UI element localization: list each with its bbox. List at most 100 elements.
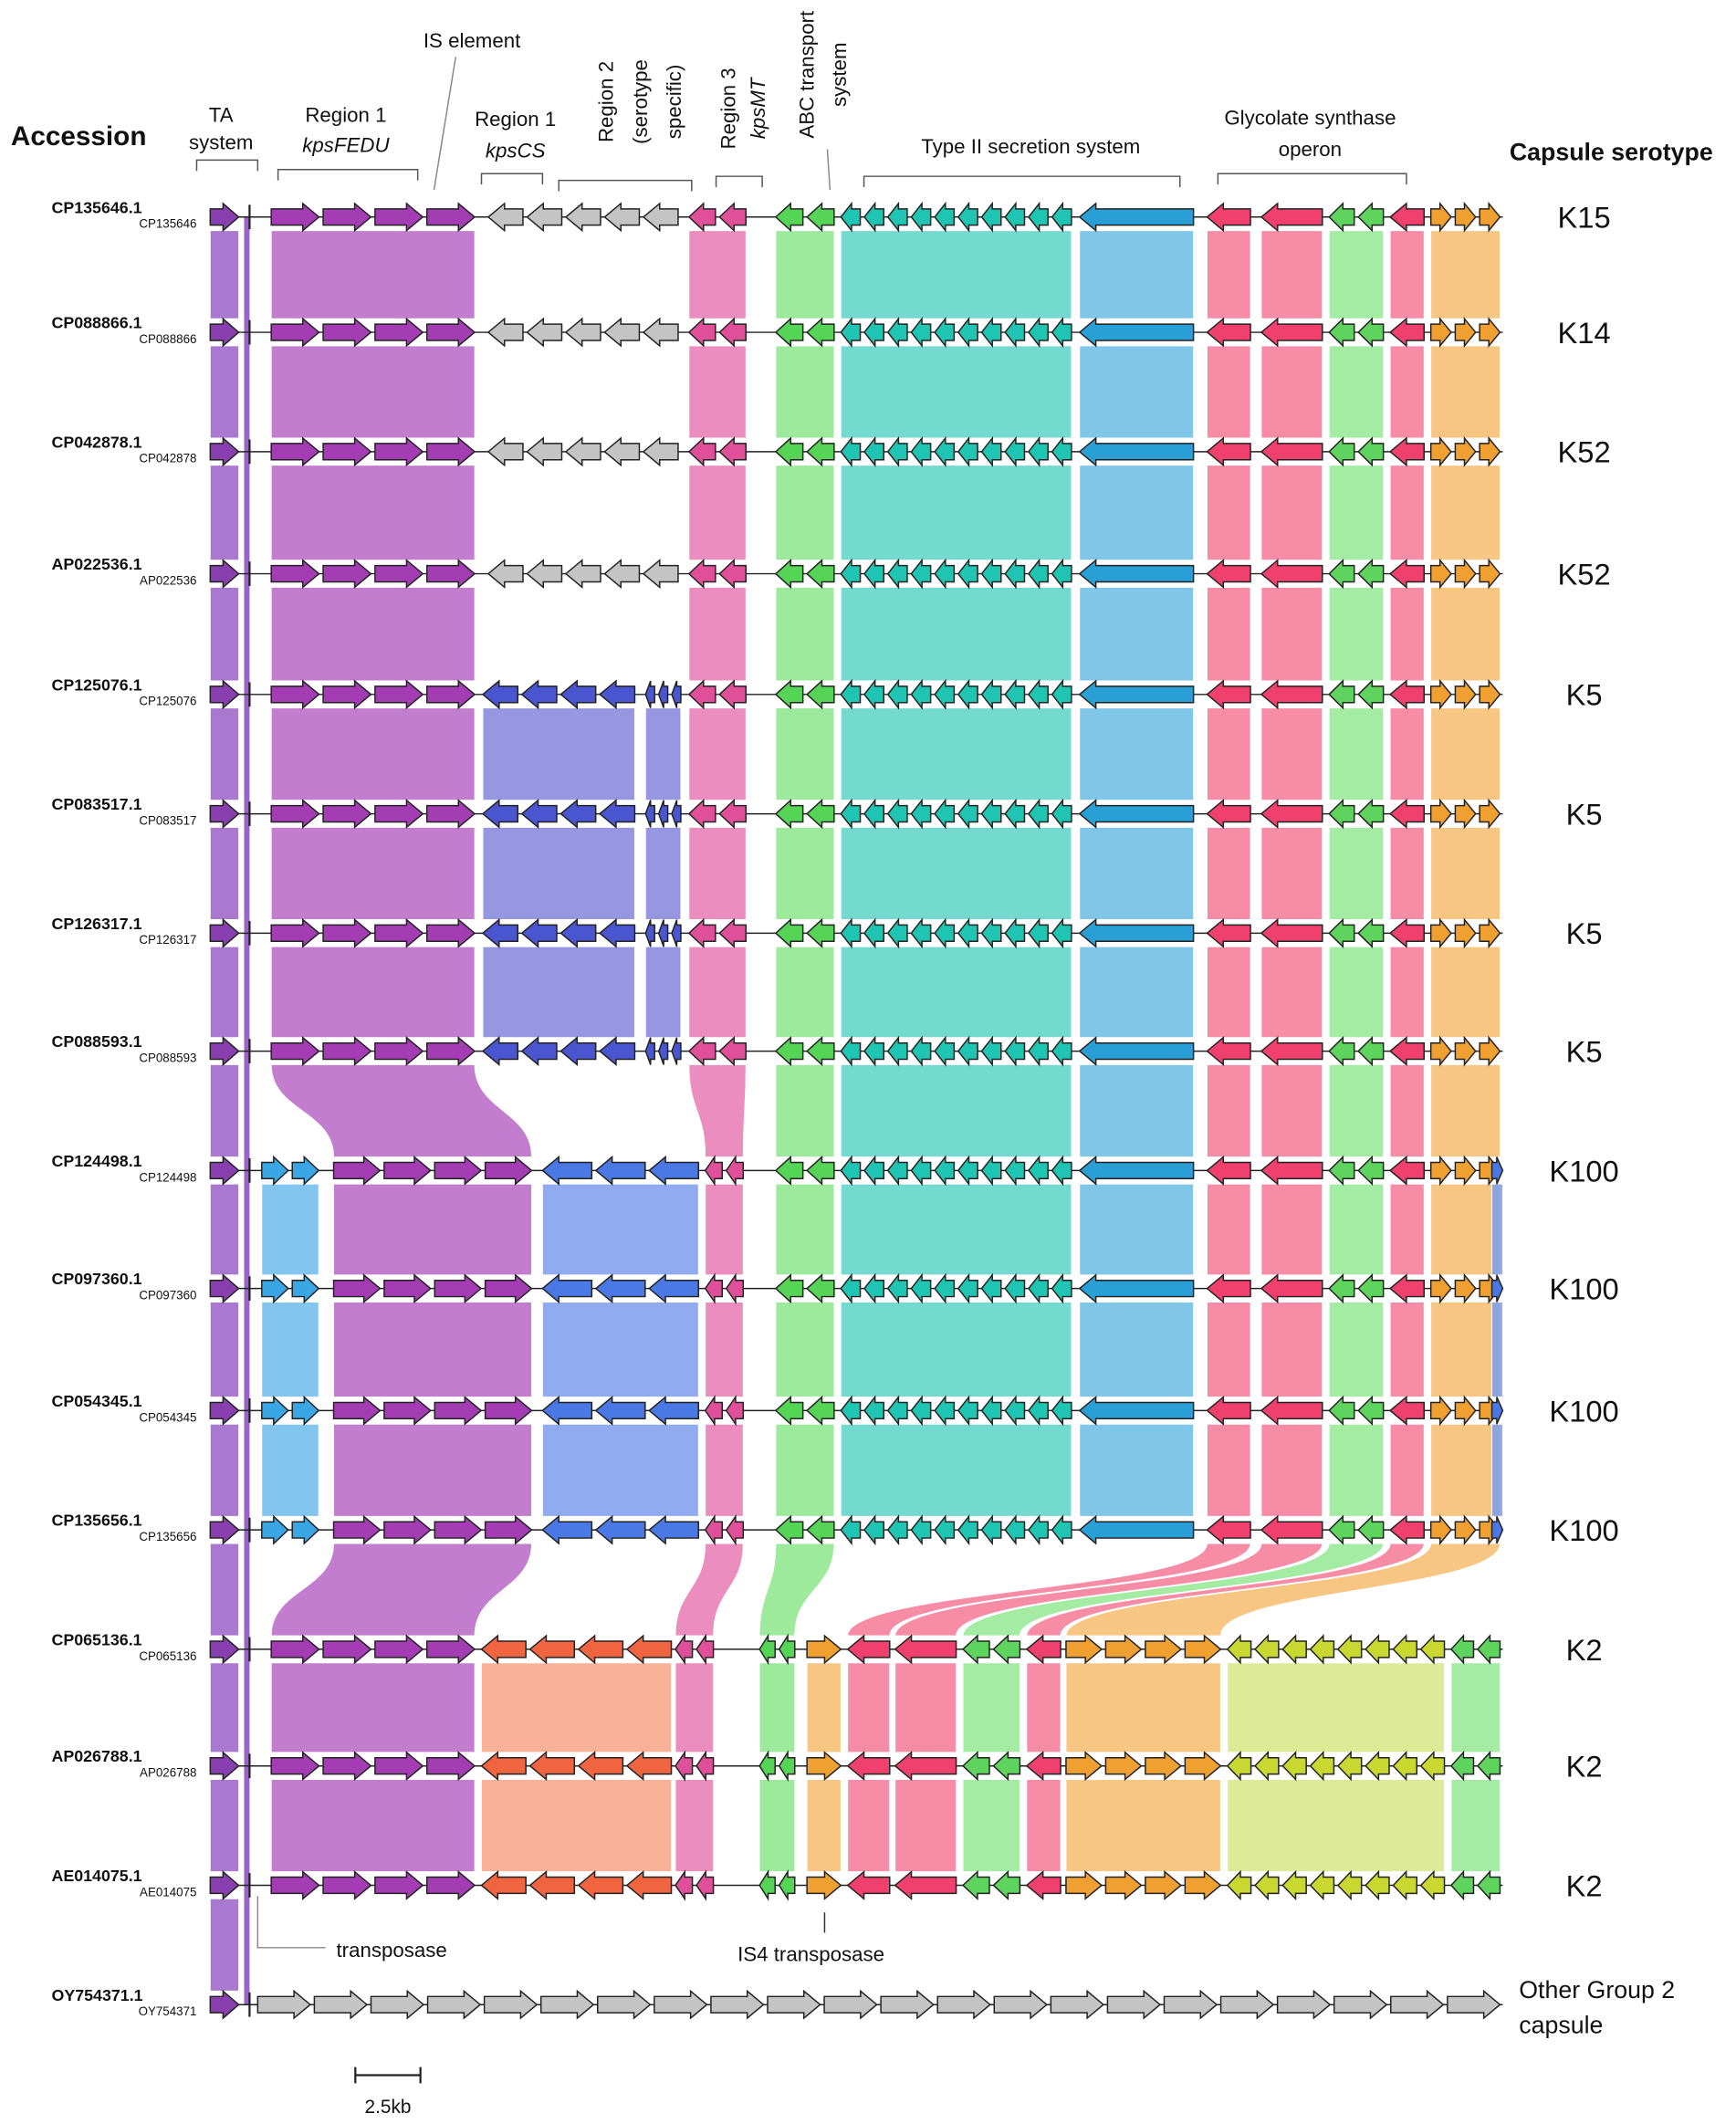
gene-arrow — [322, 1036, 372, 1067]
homology-ribbon — [675, 1662, 715, 1753]
gene-arrow — [934, 1155, 956, 1187]
homology-ribbon — [1079, 586, 1195, 682]
gene-arrow — [992, 1869, 1021, 1901]
gene-arrow — [1004, 317, 1026, 349]
homology-ribbon — [1079, 946, 1195, 1039]
gene-arrow — [1429, 1155, 1452, 1187]
gene-arrow — [484, 1273, 533, 1304]
homology-ribbon — [209, 1423, 239, 1517]
accession-id: CP042878 — [139, 452, 196, 466]
homology-ribbon — [1389, 345, 1425, 439]
gene-arrow — [1392, 1869, 1417, 1901]
gene-arrow — [1078, 1036, 1195, 1067]
homology-ribbon — [688, 826, 747, 920]
gene-arrow — [1388, 1273, 1425, 1304]
accession-id: CP088866 — [139, 332, 196, 346]
homology-ribbon — [1079, 1183, 1195, 1276]
gene-arrow — [1078, 1395, 1195, 1426]
gene-arrow — [383, 1273, 432, 1304]
accession: CP135646.1 — [51, 198, 141, 216]
homology-ribbon — [644, 946, 682, 1039]
homology-ribbon — [962, 1543, 1385, 1637]
gene-arrow — [322, 917, 372, 948]
gene-arrow — [886, 1272, 908, 1304]
gene-arrow — [1454, 558, 1477, 590]
homology-ribbon — [1328, 1302, 1385, 1397]
gene-arrow — [597, 1989, 652, 2020]
homology-ribbon — [333, 1183, 532, 1276]
homology-ribbon — [847, 1543, 1251, 1637]
gene-arrow — [322, 317, 372, 348]
gene-arrow — [1454, 798, 1477, 830]
gene-arrow — [481, 917, 518, 948]
gene-arrow — [1454, 201, 1477, 233]
homology-ribbon — [1328, 1423, 1385, 1517]
homology-ribbon — [688, 230, 747, 319]
gene-arrow — [725, 1155, 745, 1187]
region-label: Region 3 — [716, 68, 739, 149]
gene-arrow — [718, 317, 748, 348]
gene-arrow — [718, 679, 748, 710]
gene-arrow — [886, 558, 908, 590]
gene-arrow — [1479, 435, 1501, 467]
gene-arrow — [957, 798, 978, 830]
gene-arrow — [1328, 917, 1355, 948]
accession: AE014075.1 — [51, 1867, 141, 1885]
accession: CP125076.1 — [51, 675, 141, 694]
gene-arrow — [1104, 1751, 1143, 1782]
homology-ribbon — [541, 1302, 699, 1397]
accession-id: CP065136 — [139, 1649, 196, 1663]
gene-arrow — [980, 1272, 1002, 1304]
homology-ribbon — [1260, 946, 1323, 1039]
gene-arrow — [209, 559, 240, 590]
gene-arrow — [1328, 679, 1355, 710]
homology-ribbon — [806, 1662, 842, 1753]
gene-arrow — [1004, 435, 1026, 467]
homology-ribbon — [1430, 345, 1501, 439]
gene-arrow — [434, 1514, 483, 1545]
homology-ribbon — [1430, 826, 1501, 920]
gene-arrow — [486, 317, 524, 348]
gene-arrow — [886, 1035, 908, 1067]
gene-arrow — [980, 678, 1002, 710]
homology-ribbon — [644, 707, 682, 801]
serotype: capsule — [1519, 2011, 1603, 2038]
gene-arrow — [1328, 1514, 1355, 1545]
gene-arrow — [806, 1634, 842, 1665]
gene-arrow — [484, 1395, 533, 1426]
gene-arrow — [806, 559, 835, 590]
gene-arrow — [1476, 1869, 1501, 1901]
gene-arrow — [840, 435, 862, 467]
gene-arrow — [980, 1395, 1002, 1427]
homology-ribbon — [209, 345, 239, 439]
homology-ribbon — [1026, 1662, 1061, 1753]
accession: CP065136.1 — [51, 1630, 141, 1648]
gene-arrow — [774, 436, 804, 467]
homology-ribbon — [261, 1183, 319, 1276]
gene-arrow — [1328, 1395, 1355, 1427]
gene-arrow — [1388, 317, 1425, 348]
gene-arrow — [980, 917, 1002, 949]
gene-arrow — [374, 1870, 424, 1900]
gene-arrow — [1226, 1634, 1252, 1665]
gene-arrow — [886, 798, 908, 830]
gene-arrow — [648, 1155, 700, 1186]
gene-arrow — [528, 1751, 576, 1782]
gene-arrow — [687, 679, 716, 710]
gene-arrow — [1206, 799, 1251, 830]
gene-arrow — [261, 1273, 289, 1304]
gene-arrow — [886, 678, 908, 710]
homology-ribbon — [1079, 1423, 1195, 1517]
homology-ribbon — [1389, 1183, 1425, 1276]
gene-arrow — [1260, 1395, 1323, 1426]
homology-ribbon — [1260, 707, 1323, 801]
gene-arrow — [957, 1155, 978, 1187]
homology-ribbon — [1450, 1779, 1501, 1873]
gene-arrow — [541, 1395, 593, 1426]
gene-arrow — [209, 317, 240, 348]
gene-arrow — [426, 1989, 482, 2020]
gene-arrow — [957, 1272, 978, 1304]
gene-arrow — [1206, 1036, 1251, 1067]
gene-arrow — [980, 558, 1002, 590]
gene-arrow — [1260, 679, 1323, 710]
